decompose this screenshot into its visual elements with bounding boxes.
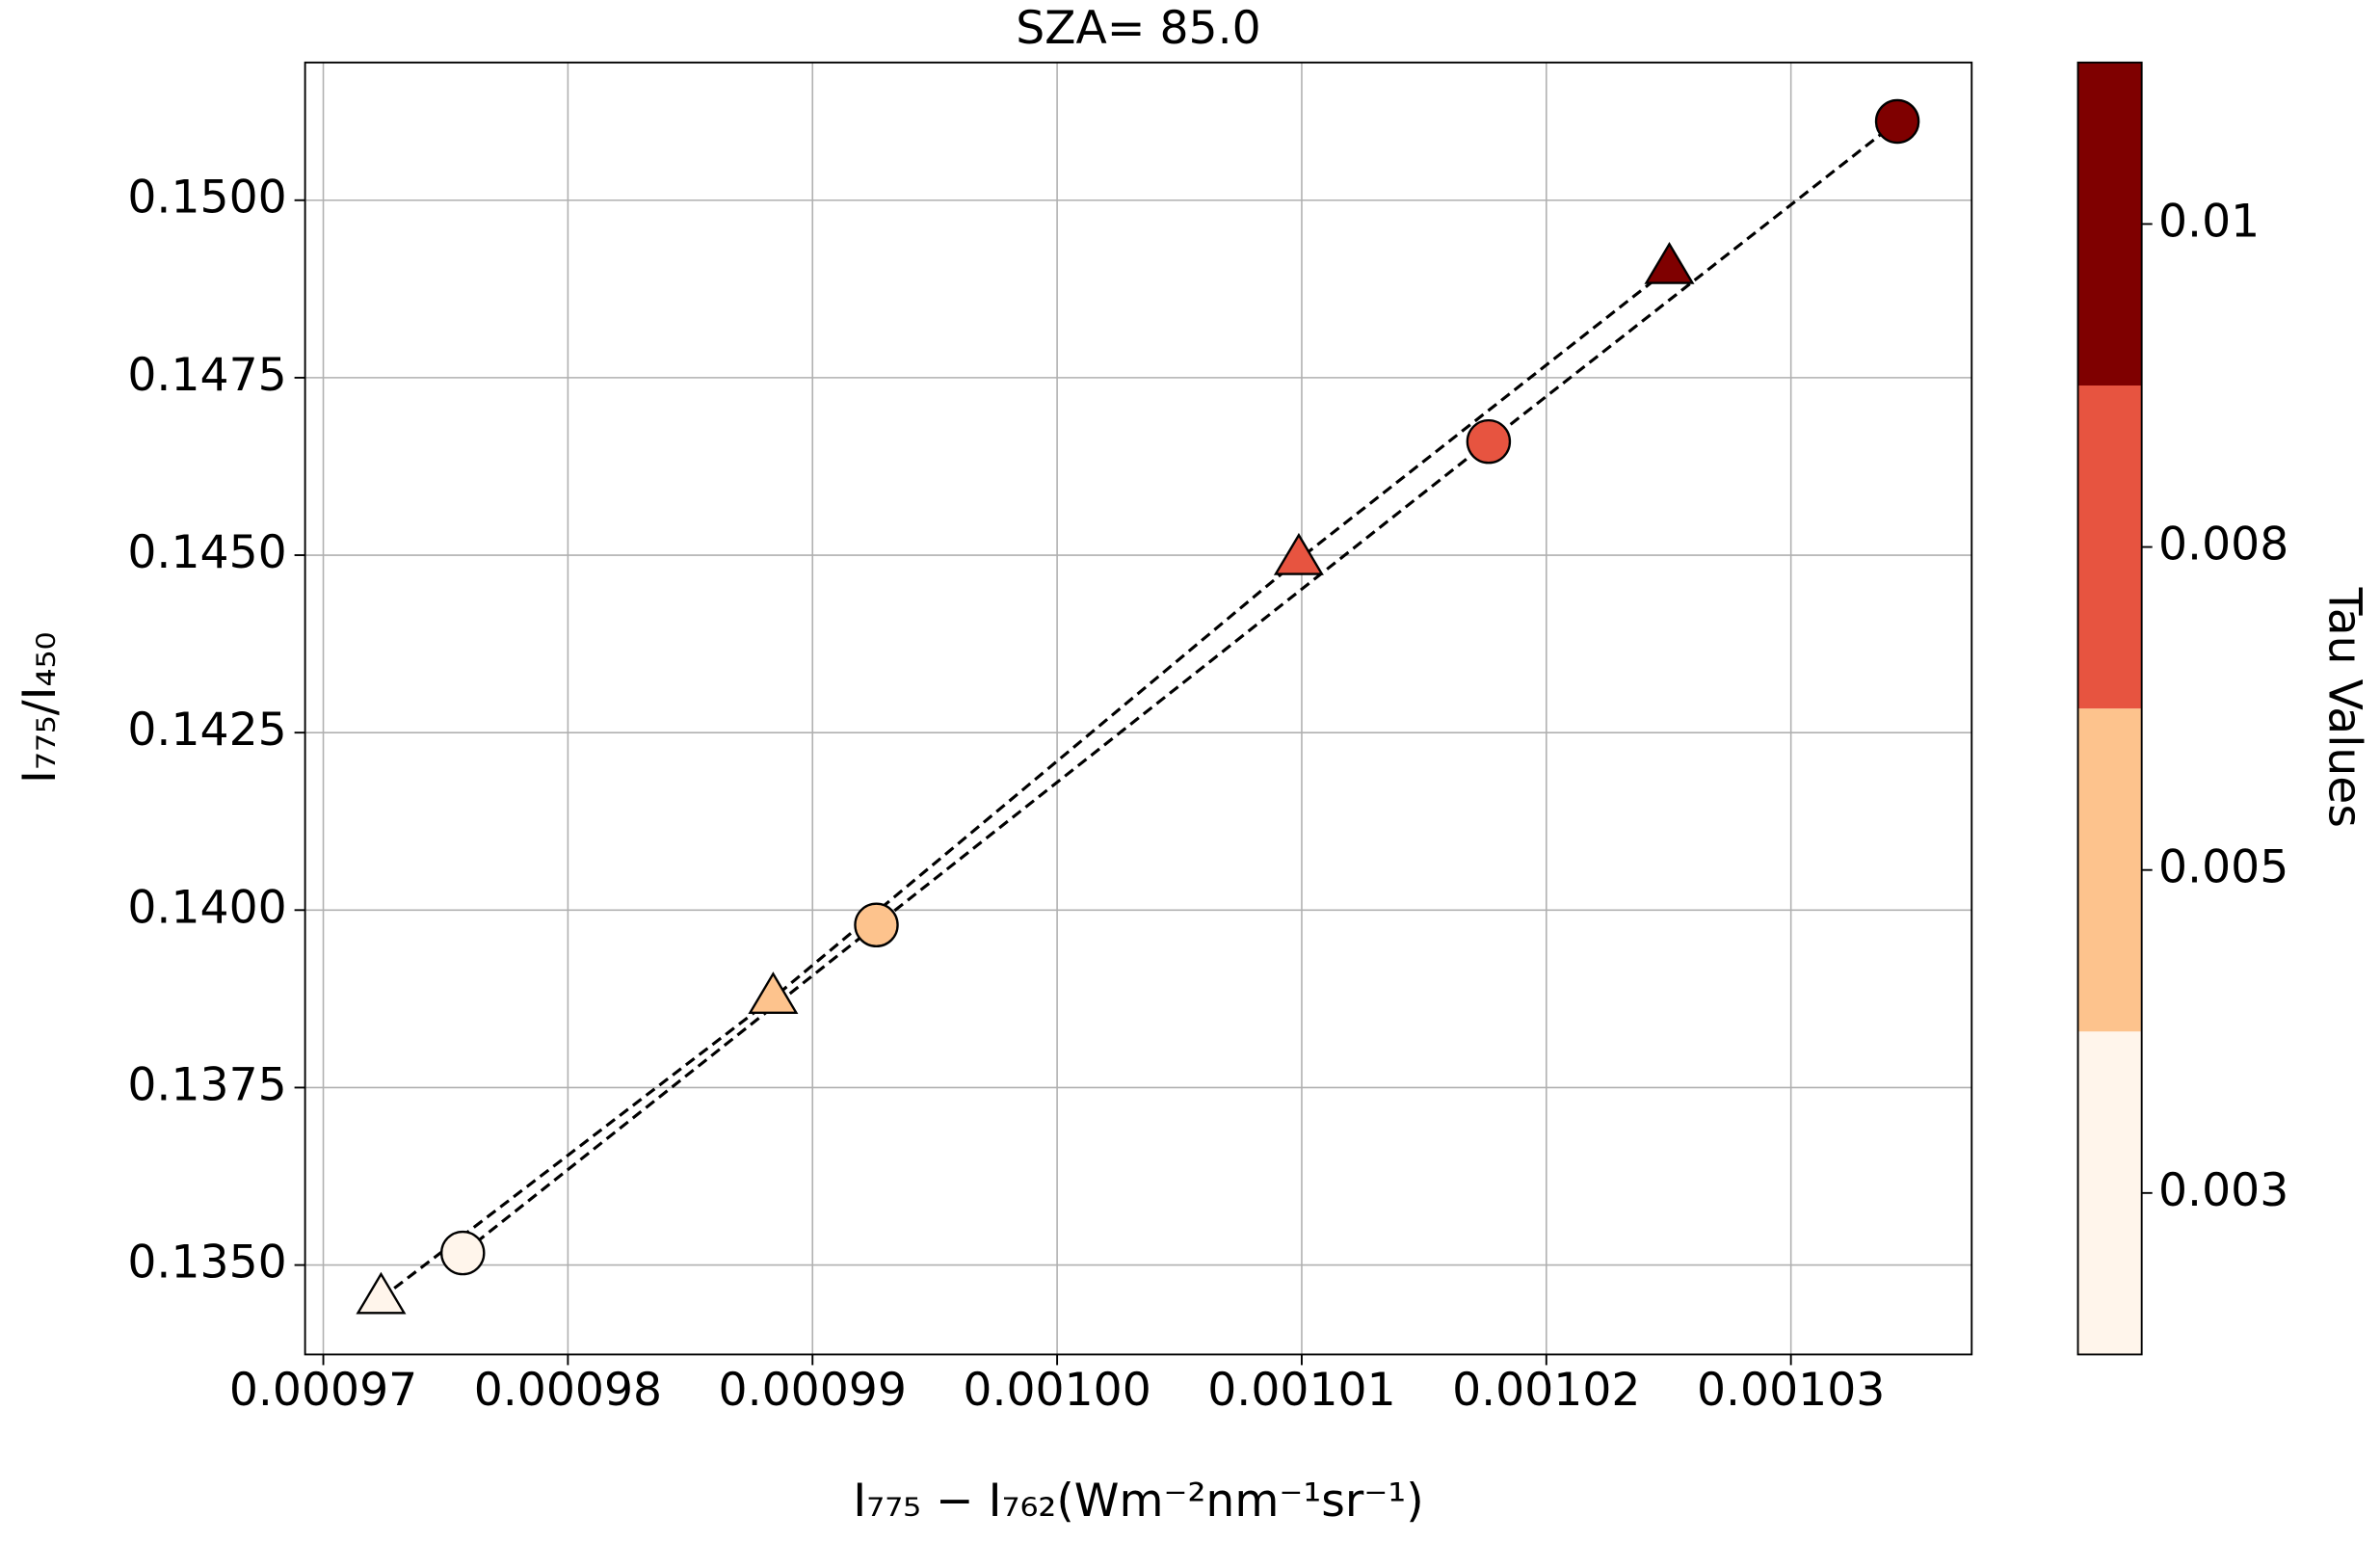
circle-marker — [1874, 98, 1920, 145]
x-tick-label: 0.00101 — [1207, 1364, 1395, 1417]
x-tick-label: 0.00103 — [1697, 1364, 1885, 1417]
triangle-marker — [1273, 532, 1324, 575]
y-tick-label: 0.1400 — [127, 881, 286, 934]
colorbar-frame — [2076, 61, 2143, 1356]
y-tick-label: 0.1350 — [127, 1237, 286, 1290]
x-tick-label: 0.00097 — [229, 1364, 417, 1417]
colorbar-band — [2077, 385, 2142, 709]
y-tick-label: 0.1375 — [127, 1058, 286, 1111]
colorbar-tick-label: 0.01 — [2158, 195, 2260, 248]
colorbar-band — [2077, 62, 2142, 386]
triangle-marker — [748, 971, 799, 1014]
y-tick-label: 0.1450 — [127, 526, 286, 579]
colorbar-band — [2077, 1031, 2142, 1355]
x-tick-label: 0.00102 — [1452, 1364, 1640, 1417]
circle-marker — [854, 902, 899, 948]
colorbar-band — [2077, 708, 2142, 1032]
circle-marker — [1466, 418, 1512, 465]
x-axis-label: I₇₇₅ − I₇₆₂(Wm⁻²nm⁻¹sr⁻¹) — [853, 1475, 1423, 1528]
y-axis-label: I₇₇₅/I₄₅₀ — [13, 632, 66, 784]
x-tick-label: 0.00098 — [474, 1364, 662, 1417]
dashed-line — [380, 267, 1671, 1300]
triangle-marker — [356, 1271, 407, 1315]
colorbar-label: Tau Values — [2318, 587, 2371, 828]
colorbar-tick-label: 0.003 — [2158, 1164, 2288, 1217]
plot-frame — [304, 61, 1973, 1356]
x-tick-label: 0.00099 — [719, 1364, 907, 1417]
chart-title: SZA= 85.0 — [1016, 2, 1261, 55]
colorbar-tick-label: 0.005 — [2158, 841, 2288, 894]
x-tick-label: 0.00100 — [963, 1364, 1150, 1417]
dashed-line — [462, 120, 1899, 1255]
colorbar-tick-label: 0.008 — [2158, 519, 2288, 572]
y-tick-label: 0.1500 — [127, 172, 286, 225]
circle-marker — [439, 1230, 486, 1276]
y-tick-label: 0.1425 — [127, 704, 286, 757]
triangle-marker — [1644, 241, 1695, 284]
y-tick-label: 0.1475 — [127, 349, 286, 402]
